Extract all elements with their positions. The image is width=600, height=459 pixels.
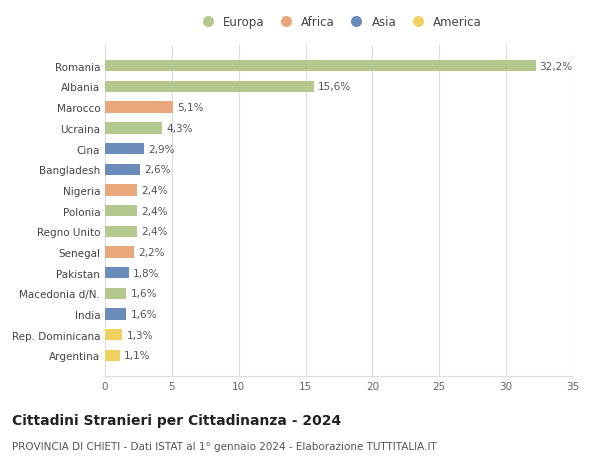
Bar (105, 268, 129, 279)
Text: 1,3%: 1,3% (127, 330, 153, 340)
Bar (105, 61, 536, 72)
Bar (105, 102, 173, 113)
Text: 2,2%: 2,2% (139, 247, 165, 257)
Text: 32,2%: 32,2% (539, 62, 572, 72)
Text: 5,1%: 5,1% (177, 103, 204, 113)
Text: 1,8%: 1,8% (133, 268, 160, 278)
Text: 2,9%: 2,9% (148, 144, 174, 154)
Text: 4,3%: 4,3% (167, 123, 193, 134)
Bar (105, 288, 127, 299)
Text: 1,6%: 1,6% (130, 289, 157, 299)
Bar (105, 330, 122, 341)
Text: 1,6%: 1,6% (130, 309, 157, 319)
Text: 15,6%: 15,6% (317, 82, 351, 92)
Text: 2,4%: 2,4% (141, 185, 167, 196)
Bar (105, 185, 137, 196)
Bar (105, 226, 137, 237)
Bar (105, 350, 120, 361)
Bar (105, 309, 127, 320)
Text: 2,4%: 2,4% (141, 206, 167, 216)
Text: Cittadini Stranieri per Cittadinanza - 2024: Cittadini Stranieri per Cittadinanza - 2… (12, 413, 341, 427)
Text: 2,6%: 2,6% (144, 165, 170, 175)
Text: PROVINCIA DI CHIETI - Dati ISTAT al 1° gennaio 2024 - Elaborazione TUTTITALIA.IT: PROVINCIA DI CHIETI - Dati ISTAT al 1° g… (12, 441, 437, 451)
Bar (105, 82, 314, 93)
Legend: Europa, Africa, Asia, America: Europa, Africa, Asia, America (191, 11, 487, 34)
Bar (105, 206, 137, 217)
Bar (105, 164, 140, 175)
Text: 1,1%: 1,1% (124, 351, 150, 361)
Text: 2,4%: 2,4% (141, 227, 167, 237)
Bar (105, 247, 134, 258)
Bar (105, 123, 163, 134)
Bar (105, 144, 144, 155)
